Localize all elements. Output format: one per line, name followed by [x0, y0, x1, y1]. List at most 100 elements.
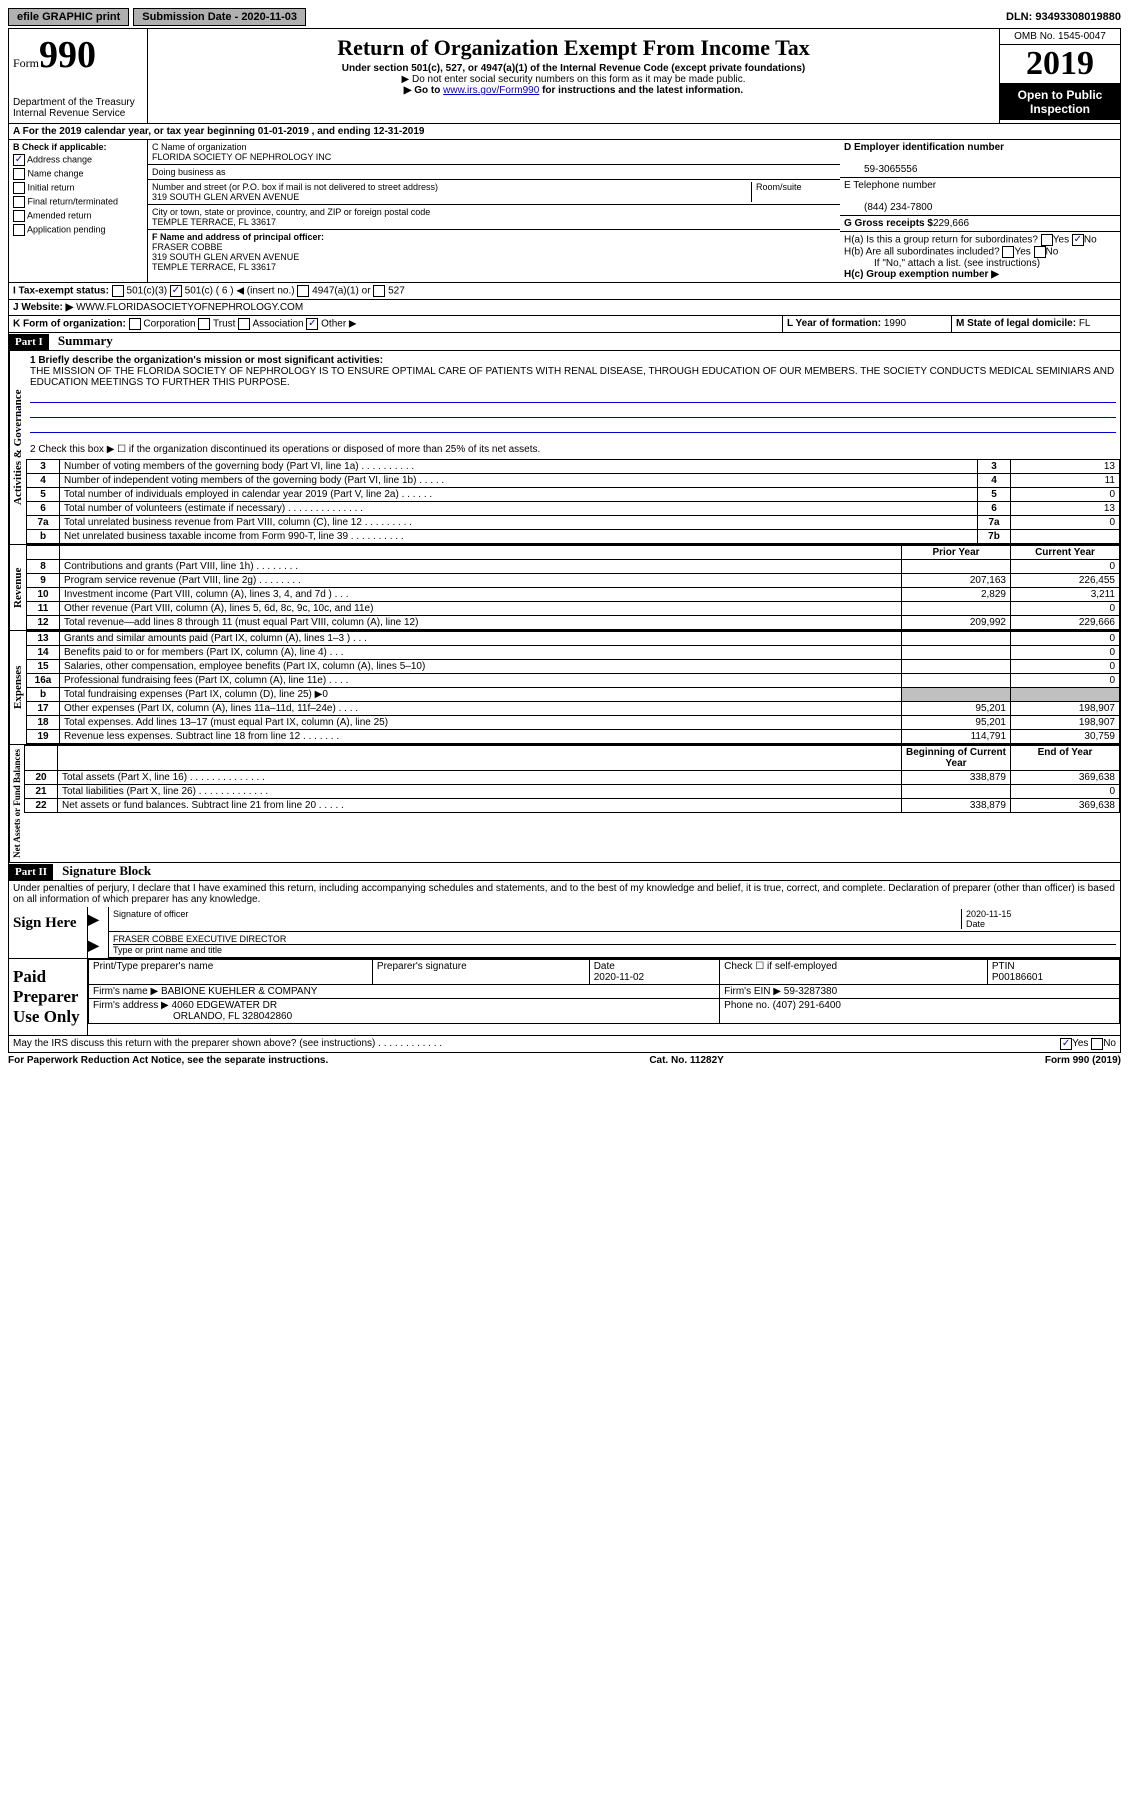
header-center: Return of Organization Exempt From Incom… [148, 29, 999, 123]
instructions-link[interactable]: www.irs.gov/Form990 [443, 85, 539, 96]
firm-name: BABIONE KUEHLER & COMPANY [161, 986, 318, 997]
addr1: 4060 EDGEWATER DR [172, 1000, 278, 1011]
table-row: 16aProfessional fundraising fees (Part I… [27, 674, 1120, 688]
gross: 229,666 [933, 218, 969, 229]
checkbox-item[interactable]: Initial return [13, 182, 143, 194]
table-row: 17Other expenses (Part IX, column (A), l… [27, 702, 1120, 716]
revenue-section: Revenue Prior YearCurrent Year 8Contribu… [8, 545, 1121, 631]
trust-cb[interactable] [198, 318, 210, 330]
part1-header: Part I Summary [8, 333, 1121, 351]
table-row: 5Total number of individuals employed in… [27, 488, 1120, 502]
discuss-yes-cb[interactable] [1060, 1038, 1072, 1050]
checkbox-icon[interactable] [13, 182, 25, 194]
checkbox-item[interactable]: Name change [13, 168, 143, 180]
4947-cb[interactable] [297, 285, 309, 297]
phone-label: E Telephone number [844, 180, 936, 191]
website-label: J Website: ▶ [13, 302, 73, 313]
no3: No [1103, 1038, 1116, 1050]
state-label: M State of legal domicile: [956, 318, 1076, 329]
ein-label: D Employer identification number [844, 142, 1004, 153]
form-title: Return of Organization Exempt From Incom… [152, 35, 995, 61]
table-row: 9Program service revenue (Part VIII, lin… [27, 574, 1120, 588]
other-cb[interactable] [306, 318, 318, 330]
note2: ▶ Go to www.irs.gov/Form990 for instruct… [152, 85, 995, 96]
arrow-icon: ▶ [88, 911, 108, 928]
sign-date: 2020-11-15 [966, 909, 1116, 919]
hb-yes-cb[interactable] [1002, 246, 1014, 258]
addr2: ORLANDO, FL 328042860 [93, 1011, 292, 1022]
part2-header: Part II Signature Block [8, 863, 1121, 881]
mission-label: 1 Briefly describe the organization's mi… [30, 355, 383, 366]
dba-label: Doing business as [152, 167, 836, 177]
ha-yes-cb[interactable] [1041, 234, 1053, 246]
table-row: 7aTotal unrelated business revenue from … [27, 516, 1120, 530]
table-row: 18Total expenses. Add lines 13–17 (must … [27, 716, 1120, 730]
527-cb[interactable] [373, 285, 385, 297]
hb-label: H(b) Are all subordinates included? [844, 247, 1000, 258]
year-formation-label: L Year of formation: [787, 318, 881, 329]
k-label: K Form of organization: [13, 319, 126, 330]
line2: 2 Check this box ▶ ☐ if the organization… [30, 444, 1116, 455]
state: FL [1079, 318, 1091, 329]
submission-btn[interactable]: Submission Date - 2020-11-03 [133, 8, 306, 26]
yes3: Yes [1072, 1038, 1088, 1050]
ha-no-cb[interactable] [1072, 234, 1084, 246]
ptin-label: PTIN [992, 961, 1015, 972]
table-row: 15Salaries, other compensation, employee… [27, 660, 1120, 674]
part2-title: Signature Block [56, 863, 151, 878]
checkbox-item[interactable]: Application pending [13, 224, 143, 236]
paid-block: Paid Preparer Use Only Print/Type prepar… [8, 959, 1121, 1036]
expense-section: Expenses 13Grants and similar amounts pa… [8, 631, 1121, 745]
sig-of-officer-label: Signature of officer [113, 909, 961, 929]
table-row: 21Total liabilities (Part X, line 26) . … [25, 785, 1120, 799]
print-name-label: Type or print name and title [113, 944, 1116, 955]
officer-addr2: TEMPLE TERRACE, FL 33617 [152, 262, 276, 272]
paid-table: Print/Type preparer's name Preparer's si… [88, 959, 1120, 1024]
hb-note: If "No," attach a list. (see instruction… [844, 258, 1040, 269]
corp-cb[interactable] [129, 318, 141, 330]
checkbox-icon[interactable] [13, 196, 25, 208]
checkbox-icon[interactable] [13, 154, 25, 166]
checkbox-icon[interactable] [13, 168, 25, 180]
501c-cb[interactable] [170, 285, 182, 297]
checkbox-icon[interactable] [13, 224, 25, 236]
501c3-cb[interactable] [112, 285, 124, 297]
footer-left: For Paperwork Reduction Act Notice, see … [8, 1055, 328, 1066]
begin-hdr: Beginning of Current Year [906, 747, 1006, 769]
firm-ein-label: Firm's EIN ▶ [724, 986, 781, 997]
trust: Trust [213, 319, 235, 330]
sign-date-label: Date [966, 919, 1116, 929]
revenue-table: Prior YearCurrent Year 8Contributions an… [26, 545, 1120, 630]
header-left: Form990 Department of the Treasury Inter… [9, 29, 148, 123]
assoc-cb[interactable] [238, 318, 250, 330]
footer-right: Form 990 (2019) [1045, 1055, 1121, 1066]
discuss-no-cb[interactable] [1091, 1038, 1103, 1050]
addr-label: Firm's address ▶ [93, 1000, 169, 1011]
check-label: Check ☐ if self-employed [720, 959, 988, 984]
website-row: J Website: ▶ WWW.FLORIDASOCIETYOFNEPHROL… [8, 300, 1121, 316]
phone: (844) 234-7800 [844, 202, 932, 213]
tax-year: 2019 [1000, 45, 1120, 84]
room-label: Room/suite [751, 182, 836, 202]
checkbox-item[interactable]: Final return/terminated [13, 196, 143, 208]
checkbox-item[interactable]: Address change [13, 154, 143, 166]
officer-label: F Name and address of principal officer: [152, 232, 324, 242]
checkbox-item[interactable]: Amended return [13, 210, 143, 222]
hb-no-cb[interactable] [1034, 246, 1046, 258]
efile-btn[interactable]: efile GRAPHIC print [8, 8, 129, 26]
net-vert-label: Net Assets or Fund Balances [9, 745, 24, 862]
officer-print-name: FRASER COBBE EXECUTIVE DIRECTOR [113, 934, 1116, 944]
section-a: A For the 2019 calendar year, or tax yea… [8, 124, 1121, 140]
table-row: 8Contributions and grants (Part VIII, li… [27, 560, 1120, 574]
top-bar: efile GRAPHIC print Submission Date - 20… [8, 8, 1121, 26]
gross-label: G Gross receipts $ [844, 218, 933, 229]
checkbox-icon[interactable] [13, 210, 25, 222]
header-right: OMB No. 1545-0047 2019 Open to Public In… [999, 29, 1120, 123]
cb-label: B Check if applicable: [13, 142, 107, 152]
officer-name: FRASER COBBE [152, 242, 223, 252]
table-row: 4Number of independent voting members of… [27, 474, 1120, 488]
checkbox-col: B Check if applicable: Address change Na… [9, 140, 148, 282]
table-row: 20Total assets (Part X, line 16) . . . .… [25, 771, 1120, 785]
ha-label: H(a) Is this a group return for subordin… [844, 235, 1038, 246]
table-row: 12Total revenue—add lines 8 through 11 (… [27, 616, 1120, 630]
